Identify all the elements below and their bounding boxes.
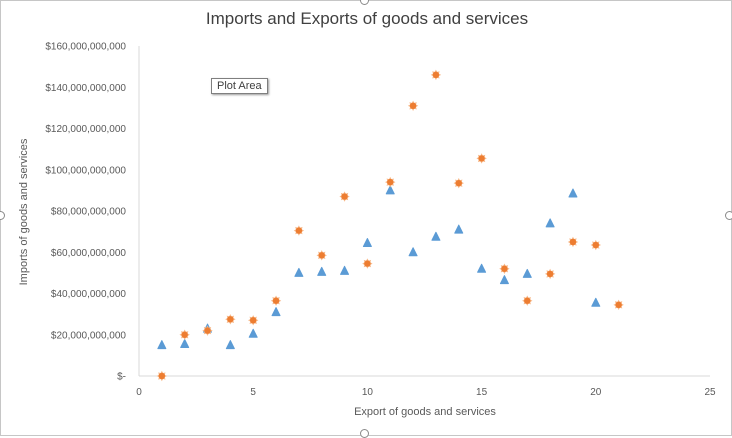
- data-point-series-1[interactable]: [317, 266, 327, 276]
- data-point-core: [546, 270, 554, 278]
- data-point-core: [455, 179, 462, 187]
- plot-area-tooltip: Plot Area: [211, 78, 268, 94]
- data-point-series-1[interactable]: [157, 340, 167, 350]
- data-point-core: [524, 297, 531, 304]
- data-point-core: [204, 327, 211, 334]
- data-point-core: [158, 372, 166, 380]
- data-point-series-1[interactable]: [591, 297, 601, 307]
- data-point-series-1[interactable]: [454, 224, 464, 234]
- data-point-core: [295, 227, 303, 234]
- y-tick-label: $80,000,000,000: [51, 207, 127, 218]
- y-tick-label: $140,000,000,000: [45, 83, 126, 94]
- data-point-core: [250, 317, 257, 324]
- data-point-core: [272, 297, 280, 304]
- data-point-core: [318, 252, 325, 259]
- data-point-core: [387, 178, 394, 186]
- y-tick-label: $-: [117, 372, 126, 383]
- data-point-series-1[interactable]: [180, 339, 190, 349]
- data-point-series-1[interactable]: [362, 237, 372, 247]
- data-point-core: [501, 265, 508, 272]
- data-point-series-1[interactable]: [385, 185, 395, 195]
- x-tick-label: 25: [704, 387, 716, 398]
- data-point-core: [341, 193, 348, 200]
- data-point-series-1[interactable]: [431, 231, 441, 241]
- y-tick-label: $60,000,000,000: [51, 248, 127, 259]
- data-point-series-1[interactable]: [545, 218, 555, 228]
- data-point-core: [569, 238, 577, 246]
- data-point-core: [227, 316, 234, 323]
- data-point-series-1[interactable]: [225, 340, 235, 350]
- resize-handle-left[interactable]: [0, 211, 5, 220]
- data-point-series-1[interactable]: [477, 263, 487, 273]
- data-point-series-1[interactable]: [248, 328, 258, 338]
- data-point-series-1[interactable]: [271, 307, 281, 317]
- data-point-core: [478, 155, 485, 162]
- data-point-core: [409, 102, 417, 110]
- y-tick-label: $20,000,000,000: [51, 330, 127, 341]
- chart-title: Imports and Exports of goods and service…: [205, 9, 529, 28]
- y-tick-label: $120,000,000,000: [45, 124, 126, 135]
- y-tick-label: $40,000,000,000: [51, 289, 127, 300]
- resize-handle-bottom[interactable]: [360, 429, 369, 438]
- x-axis-title: Export of goods and services: [354, 406, 496, 418]
- data-point-series-1[interactable]: [522, 268, 532, 278]
- data-point-core: [432, 71, 440, 79]
- data-point-series-1[interactable]: [340, 265, 350, 275]
- data-point-series-1[interactable]: [499, 275, 509, 285]
- data-point-core: [592, 241, 599, 249]
- x-tick-label: 20: [590, 387, 602, 398]
- data-point-series-1[interactable]: [568, 188, 578, 198]
- y-axis-title: Imports of goods and services: [18, 138, 30, 285]
- resize-handle-top[interactable]: [360, 0, 369, 5]
- data-point-core: [615, 301, 622, 309]
- x-tick-label: 0: [136, 387, 142, 398]
- x-tick-label: 10: [362, 387, 374, 398]
- data-point-series-1[interactable]: [294, 267, 304, 277]
- data-point-core: [181, 331, 188, 338]
- x-tick-label: 15: [476, 387, 488, 398]
- x-tick-label: 5: [250, 387, 256, 398]
- y-tick-label: $160,000,000,000: [45, 42, 126, 53]
- y-tick-label: $100,000,000,000: [45, 165, 126, 176]
- data-point-core: [364, 260, 371, 267]
- resize-handle-right[interactable]: [725, 211, 732, 220]
- data-point-series-1[interactable]: [408, 247, 418, 257]
